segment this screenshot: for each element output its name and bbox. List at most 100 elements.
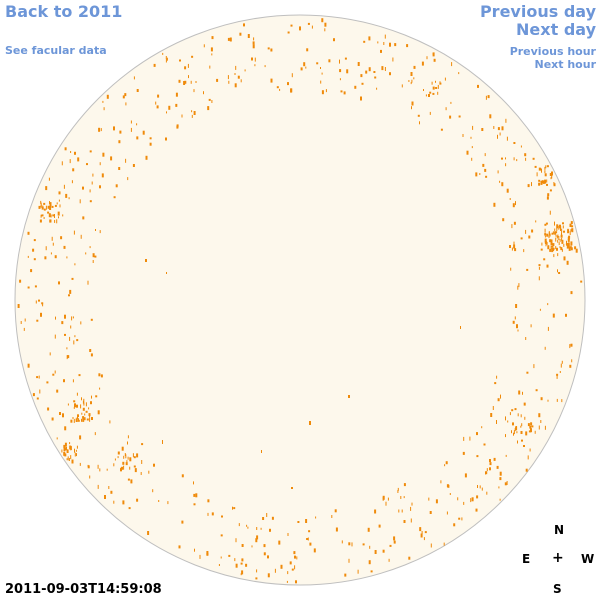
facula-speck: [446, 511, 448, 515]
facula-speck: [433, 58, 436, 62]
facula-speck: [153, 63, 156, 67]
facula-speck: [239, 32, 242, 36]
facula-speck: [385, 501, 387, 506]
facula-speck: [531, 182, 532, 187]
facula-speck: [561, 237, 563, 241]
facula-speck: [411, 79, 413, 83]
facula-speck: [51, 205, 54, 208]
back-to-year-link[interactable]: Back to 2011: [5, 2, 123, 21]
facula-speck: [567, 228, 569, 233]
facula-speck: [525, 157, 527, 161]
facula-speck: [74, 335, 76, 338]
facula-speck: [517, 329, 519, 332]
facula-speck: [397, 487, 399, 491]
facula-speck: [62, 214, 64, 217]
facula-speck: [98, 127, 101, 132]
facula-speck: [79, 435, 82, 440]
facula-speck: [397, 490, 399, 493]
facula-speck: [506, 136, 508, 141]
facula-speck: [54, 214, 55, 218]
see-facular-data-link[interactable]: See facular data: [5, 44, 107, 57]
facula-speck: [84, 413, 86, 416]
facula-speck: [556, 235, 558, 239]
facula-speck: [539, 308, 541, 311]
facula-speck: [88, 407, 90, 410]
facula-speck: [544, 179, 547, 184]
facula-speck: [367, 527, 370, 532]
facula-speck: [97, 484, 99, 489]
facula-speck: [79, 199, 81, 204]
facula-speck: [552, 243, 555, 247]
facula-speck: [437, 84, 439, 89]
facula-speck: [68, 197, 70, 200]
previous-day-link[interactable]: Previous day: [479, 2, 596, 21]
facula-speck: [295, 580, 297, 584]
facula-speck: [538, 425, 540, 430]
facula-speck: [99, 185, 101, 189]
facula-speck: [357, 569, 359, 574]
facula-speck: [307, 22, 310, 25]
facula-speck: [41, 206, 44, 210]
facula-speck: [168, 105, 171, 110]
facula-speck: [234, 73, 236, 75]
facula-speck: [34, 285, 37, 288]
previous-hour-link[interactable]: Previous hour: [509, 45, 596, 58]
facula-speck: [276, 86, 279, 89]
facula-speck: [77, 419, 80, 422]
facula-speck: [566, 240, 567, 244]
facula-speck: [40, 214, 42, 218]
facula-speck: [373, 71, 376, 73]
facula-speck: [429, 511, 432, 514]
facula-speck: [59, 204, 61, 208]
facula-speck: [127, 441, 128, 445]
facula-speck: [524, 416, 526, 420]
facula-speck: [63, 447, 66, 452]
facula-speck: [87, 465, 90, 469]
facula-speck: [297, 521, 300, 523]
facula-speck: [516, 431, 518, 434]
next-day-link[interactable]: Next day: [516, 20, 596, 39]
facula-speck: [555, 234, 557, 237]
facula-speck: [74, 263, 76, 266]
facula-speck: [544, 223, 547, 226]
facula-speck: [71, 277, 74, 280]
facula-speck: [27, 231, 30, 235]
facula-speck: [287, 571, 289, 575]
facula-speck: [66, 447, 67, 450]
facula-speck: [82, 417, 85, 422]
facula-speck: [466, 150, 469, 155]
facula-speck: [113, 500, 115, 504]
facula-speck: [499, 180, 501, 183]
facula-speck: [538, 167, 541, 171]
facula-speck: [344, 573, 347, 577]
facula-speck: [52, 242, 54, 246]
facula-speck: [247, 526, 249, 529]
facula-speck: [545, 165, 547, 169]
facula-speck: [38, 375, 40, 379]
facula-speck: [98, 373, 101, 377]
facula-speck: [69, 289, 72, 294]
facula-speck: [203, 91, 204, 95]
next-hour-link[interactable]: Next hour: [534, 58, 597, 71]
facula-speck: [384, 34, 386, 39]
facula-speck: [528, 430, 531, 433]
facula-speck: [165, 58, 167, 63]
facula-speck: [73, 406, 75, 409]
facula-speck: [271, 516, 274, 520]
facula-speck: [514, 408, 517, 411]
facula-speck: [363, 40, 366, 43]
facula-speck: [56, 437, 58, 440]
facula-speck: [538, 179, 541, 182]
facula-speck: [40, 312, 42, 317]
facula-speck: [547, 195, 549, 199]
facula-speck: [82, 407, 85, 411]
facula-speck: [113, 196, 116, 199]
facula-speck: [125, 462, 128, 466]
facula-speck: [351, 542, 353, 547]
facula-speck: [534, 165, 537, 168]
facula-speck: [538, 266, 540, 270]
facula-speck: [558, 236, 560, 240]
facula-speck: [52, 214, 55, 217]
facula-speck: [261, 450, 262, 453]
facula-speck: [47, 407, 50, 411]
